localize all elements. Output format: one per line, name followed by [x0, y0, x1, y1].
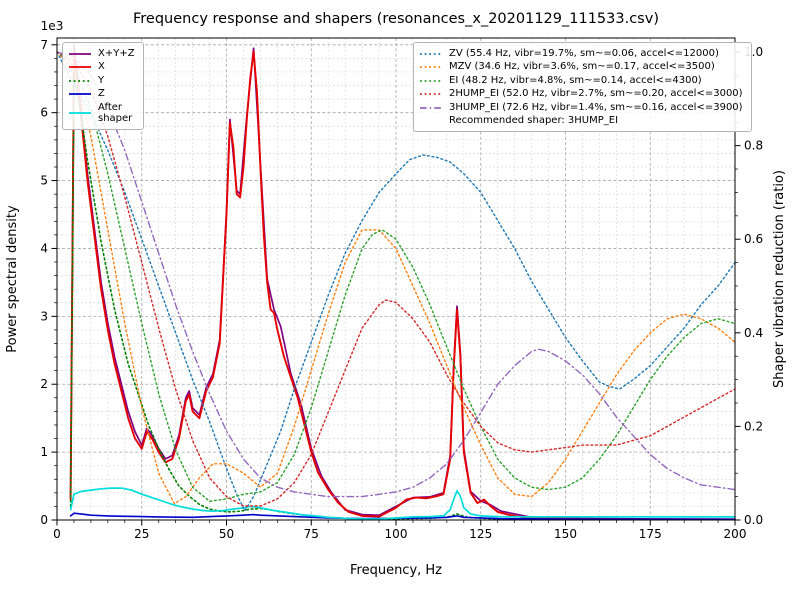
y-axis-label-left: Power spectral density: [5, 205, 20, 353]
series-group: [56, 43, 736, 521]
legend-item-recommended-shaper: Recommended shaper: 3HUMP_EI: [419, 115, 743, 127]
tick-labels: 0 25 50 75 100 125 150 175 200 0 1 2 3 4 5 6 7 0.0 0.2 0.4 0…: [40, 38, 763, 541]
legend-line-sample: [69, 52, 91, 55]
axis-offset-text: 1e3: [41, 19, 64, 33]
legend-item-ei: EI (48.2 Hz, vibr=4.8%, sm~=0.14, accel<…: [419, 75, 743, 87]
legend-label: ZV (55.4 Hz, vibr=19.7%, sm~=0.06, accel…: [449, 47, 719, 59]
legend-line-sample: [69, 79, 91, 82]
legend-line-sample: [69, 112, 91, 114]
x-tick-label: 25: [134, 527, 149, 541]
left-tick-label: 5: [40, 174, 48, 188]
legend-item-after-shaper: After shaper: [68, 102, 135, 125]
right-tick-label: 0.4: [744, 326, 763, 340]
legend-label: 3HUMP_EI (72.6 Hz, vibr=1.4%, sm~=0.16, …: [449, 101, 743, 113]
legend-label: MZV (34.6 Hz, vibr=3.6%, sm~=0.17, accel…: [449, 61, 715, 73]
series-ei: [56, 51, 736, 502]
x-tick-label: 0: [53, 527, 61, 541]
x-tick-label: 75: [304, 527, 319, 541]
legend-label: EI (48.2 Hz, vibr=4.8%, sm~=0.14, accel<…: [449, 74, 702, 86]
x-tick-label: 100: [385, 527, 408, 541]
legend-item-3hump-ei: 3HUMP_EI (72.6 Hz, vibr=1.4%, sm~=0.16, …: [419, 102, 743, 114]
legend-item-y: Y: [68, 75, 135, 87]
series-y: [69, 74, 736, 521]
series-mzv: [56, 51, 736, 505]
left-tick-label: 7: [40, 38, 48, 52]
legend-line-sample: [69, 66, 91, 68]
right-tick-label: 0.0: [744, 513, 763, 527]
left-tick-label: 0: [40, 513, 48, 527]
tick-marks: [51, 44, 741, 526]
x-tick-label: 175: [639, 527, 662, 541]
x-tick-label: 50: [219, 527, 234, 541]
series-z: [69, 512, 736, 521]
x-tick-label: 150: [554, 527, 577, 541]
legend-label: 2HUMP_EI (52.0 Hz, vibr=2.7%, sm~=0.20, …: [449, 88, 743, 100]
legend-line-sample: [420, 106, 442, 109]
right-tick-label: 0.6: [744, 232, 763, 246]
legend-label: Z: [98, 88, 105, 100]
right-tick-label: 0.8: [744, 139, 763, 153]
chart-title: Frequency response and shapers (resonanc…: [133, 11, 659, 27]
series-3hump-ei: [56, 51, 736, 498]
right-tick-label: 0.2: [744, 419, 763, 433]
legend-item-x: X: [68, 61, 135, 73]
legend-note: Recommended shaper: 3HUMP_EI: [449, 115, 619, 126]
legend-line-sample: [420, 79, 442, 82]
legend-label: After shaper: [98, 101, 133, 125]
legend-label: X+Y+Z: [98, 47, 135, 59]
legend-label: X: [98, 61, 105, 73]
legend-item-x-y-z: X+Y+Z: [68, 48, 135, 60]
series-zv: [56, 51, 736, 512]
legend-item-2hump-ei: 2HUMP_EI (52.0 Hz, vibr=2.7%, sm~=0.20, …: [419, 88, 743, 100]
legend-item-mzv: MZV (34.6 Hz, vibr=3.6%, sm~=0.17, accel…: [419, 61, 743, 73]
left-tick-label: 4: [40, 241, 48, 255]
legend-label: Y: [98, 74, 105, 86]
legend-psd: X+Y+Z X Y Z After shaper: [62, 42, 144, 130]
x-tick-label: 200: [724, 527, 747, 541]
series-after-shaper: [69, 487, 736, 520]
y-axis-label-right: Shaper vibration reduction (ratio): [772, 170, 787, 388]
legend-line-sample: [69, 93, 91, 95]
left-tick-label: 1: [40, 445, 48, 459]
legend-item-z: Z: [68, 88, 135, 100]
left-tick-label: 6: [40, 106, 48, 120]
legend-line-sample: [420, 52, 442, 55]
legend-shapers: ZV (55.4 Hz, vibr=19.7%, sm~=0.06, accel…: [413, 42, 752, 132]
left-tick-label: 2: [40, 377, 48, 391]
legend-line-sample: [420, 66, 442, 68]
x-tick-label: 125: [469, 527, 492, 541]
legend-line-sample: [420, 93, 442, 95]
series-2hump-ei: [56, 51, 736, 507]
left-tick-label: 3: [40, 309, 48, 323]
legend-item-zv: ZV (55.4 Hz, vibr=19.7%, sm~=0.06, accel…: [419, 48, 743, 60]
x-axis-label: Frequency, Hz: [350, 563, 442, 578]
